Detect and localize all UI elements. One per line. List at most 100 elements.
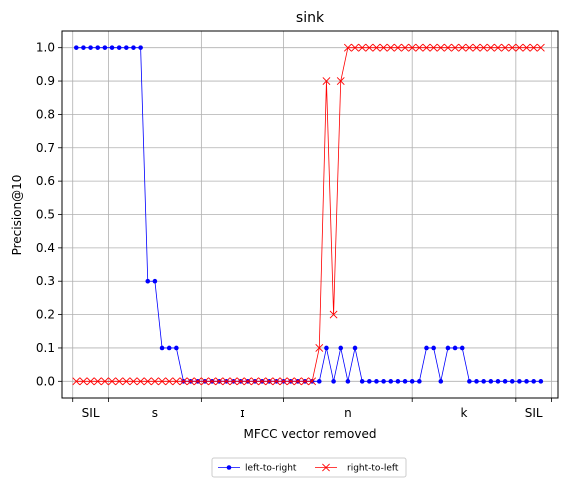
data-point <box>324 345 329 351</box>
data-point <box>73 45 79 50</box>
data-point <box>424 345 429 351</box>
y-tick-label: 1.0 <box>36 41 55 55</box>
data-point <box>445 345 451 351</box>
data-point <box>174 345 179 351</box>
data-point <box>395 379 401 384</box>
data-point <box>531 379 537 384</box>
data-point <box>522 43 531 52</box>
data-point <box>265 377 274 386</box>
data-point <box>243 377 252 386</box>
data-point <box>186 377 195 386</box>
data-point <box>401 43 409 52</box>
x-axis-title: MFCC vector removed <box>244 427 377 441</box>
data-point <box>417 379 422 384</box>
data-point <box>315 344 324 352</box>
data-point <box>358 43 367 52</box>
legend-label: left-to-right <box>245 464 297 474</box>
legend-label: right-to-left <box>347 464 399 474</box>
data-point <box>308 377 317 386</box>
data-point <box>409 379 415 384</box>
data-point <box>201 377 209 386</box>
data-point <box>293 377 302 386</box>
data-point <box>72 377 81 386</box>
data-point <box>495 379 501 384</box>
data-point <box>365 43 374 52</box>
data-point <box>145 278 151 284</box>
data-point <box>379 43 388 52</box>
data-point <box>115 377 124 386</box>
data-point <box>122 377 131 386</box>
data-point <box>402 379 408 384</box>
data-point <box>336 77 345 85</box>
legend-entry-left-to-right: left-to-right <box>218 464 297 474</box>
data-point <box>286 377 295 386</box>
data-point <box>88 45 93 50</box>
data-point <box>86 377 95 386</box>
x-segment-label: SIL <box>525 406 543 420</box>
data-point <box>438 379 444 384</box>
data-point <box>236 377 245 386</box>
data-point <box>143 377 152 386</box>
data-point <box>251 377 259 386</box>
y-tick-label: 0.2 <box>36 308 55 322</box>
x-segment-label: n <box>344 406 352 420</box>
data-point <box>279 377 288 386</box>
legend-marker <box>226 465 232 470</box>
series-line <box>76 47 541 382</box>
legend-marker <box>322 463 330 472</box>
x-axis: SIL s ɪ n k SIL <box>72 398 552 420</box>
data-point <box>95 45 101 50</box>
data-point <box>129 377 138 386</box>
data-point <box>329 310 338 319</box>
data-point <box>272 377 281 386</box>
data-point <box>501 43 510 52</box>
data-point <box>536 43 545 52</box>
data-point <box>193 377 202 386</box>
y-tick-label: 0.8 <box>36 107 55 121</box>
data-point <box>508 43 517 52</box>
data-point <box>301 377 309 386</box>
data-point <box>452 345 458 351</box>
y-tick-label: 0.3 <box>36 274 55 288</box>
data-point <box>415 43 424 52</box>
data-point <box>486 43 495 52</box>
data-point <box>152 278 158 284</box>
x-segment-label: ɪ <box>240 406 244 420</box>
y-tick-label: 0.1 <box>36 341 55 355</box>
legend: left-to-right right-to-left <box>211 457 407 478</box>
data-point <box>116 45 122 50</box>
data-point <box>481 379 486 384</box>
data-point <box>124 45 129 50</box>
data-point <box>474 379 479 384</box>
data-point <box>458 43 467 52</box>
data-point <box>150 377 159 386</box>
data-point <box>515 43 524 52</box>
data-point <box>159 345 165 351</box>
data-point <box>517 379 522 384</box>
y-axis-title: Precision@10 <box>10 175 24 256</box>
data-point <box>93 377 102 386</box>
data-point <box>215 377 224 386</box>
y-axis: 0.0 0.1 0.2 0.3 0.4 0.5 0.6 0.7 0.8 0.9 1.0 <box>36 41 62 388</box>
data-point <box>172 377 181 386</box>
data-point <box>479 43 488 52</box>
data-point <box>100 377 109 386</box>
data-point <box>258 377 267 386</box>
data-point <box>529 43 538 52</box>
data-point <box>165 377 174 386</box>
data-point <box>494 43 502 52</box>
data-point <box>208 377 217 386</box>
data-point <box>509 379 515 384</box>
data-point <box>108 377 116 386</box>
data-point <box>538 379 544 384</box>
data-point <box>488 379 494 384</box>
data-point <box>109 45 115 50</box>
data-point <box>422 43 431 52</box>
data-point <box>431 345 436 351</box>
data-point <box>343 43 352 52</box>
data-point <box>138 45 143 50</box>
data-point <box>331 379 336 384</box>
data-point <box>322 77 331 85</box>
legend-box <box>211 457 407 478</box>
data-point <box>351 43 359 52</box>
